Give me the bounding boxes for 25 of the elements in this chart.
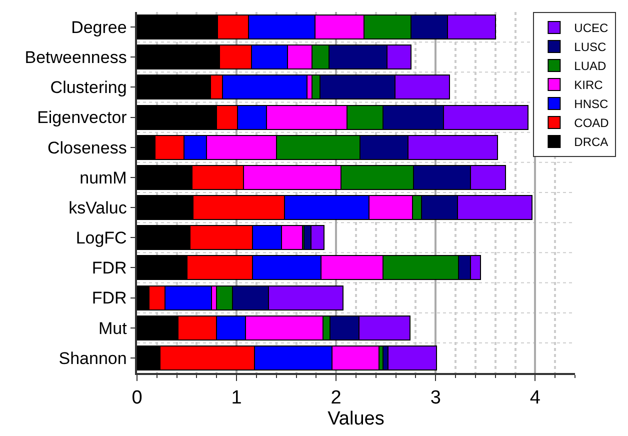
legend-label: HNSC (574, 97, 609, 112)
legend-label: LUAD (574, 59, 607, 74)
y-tick-label: Betweenness (24, 48, 127, 68)
legend-label: DRCA (574, 135, 608, 150)
y-tick-label: ksValuc (68, 198, 128, 218)
x-tick-label: 0 (132, 388, 142, 409)
legend-label: UCEC (574, 21, 609, 36)
x-tick-label: 4 (530, 388, 541, 409)
y-tick-label: Degree (71, 18, 127, 37)
y-tick-label: FDR (92, 258, 127, 278)
x-tick-label: 1 (231, 388, 242, 409)
y-tick-label: numM (80, 168, 127, 188)
x-tick-label: 2 (330, 388, 342, 409)
y-tick-label: Clustering (50, 78, 127, 98)
legend-label: KIRC (574, 78, 604, 92)
y-tick-label: Mut (98, 318, 128, 338)
x-axis-title: Values (328, 408, 384, 430)
legend-label: LUSC (574, 40, 607, 54)
legend-label: COAD (574, 116, 610, 130)
x-tick-label: 3 (430, 388, 441, 409)
y-tick-label: Eigenvector (37, 108, 128, 128)
y-tick-label: LogFC (76, 228, 127, 248)
y-tick-label: Closeness (47, 138, 127, 158)
y-tick-label: FDR (92, 288, 127, 308)
y-tick-label: Shannon (58, 348, 127, 368)
